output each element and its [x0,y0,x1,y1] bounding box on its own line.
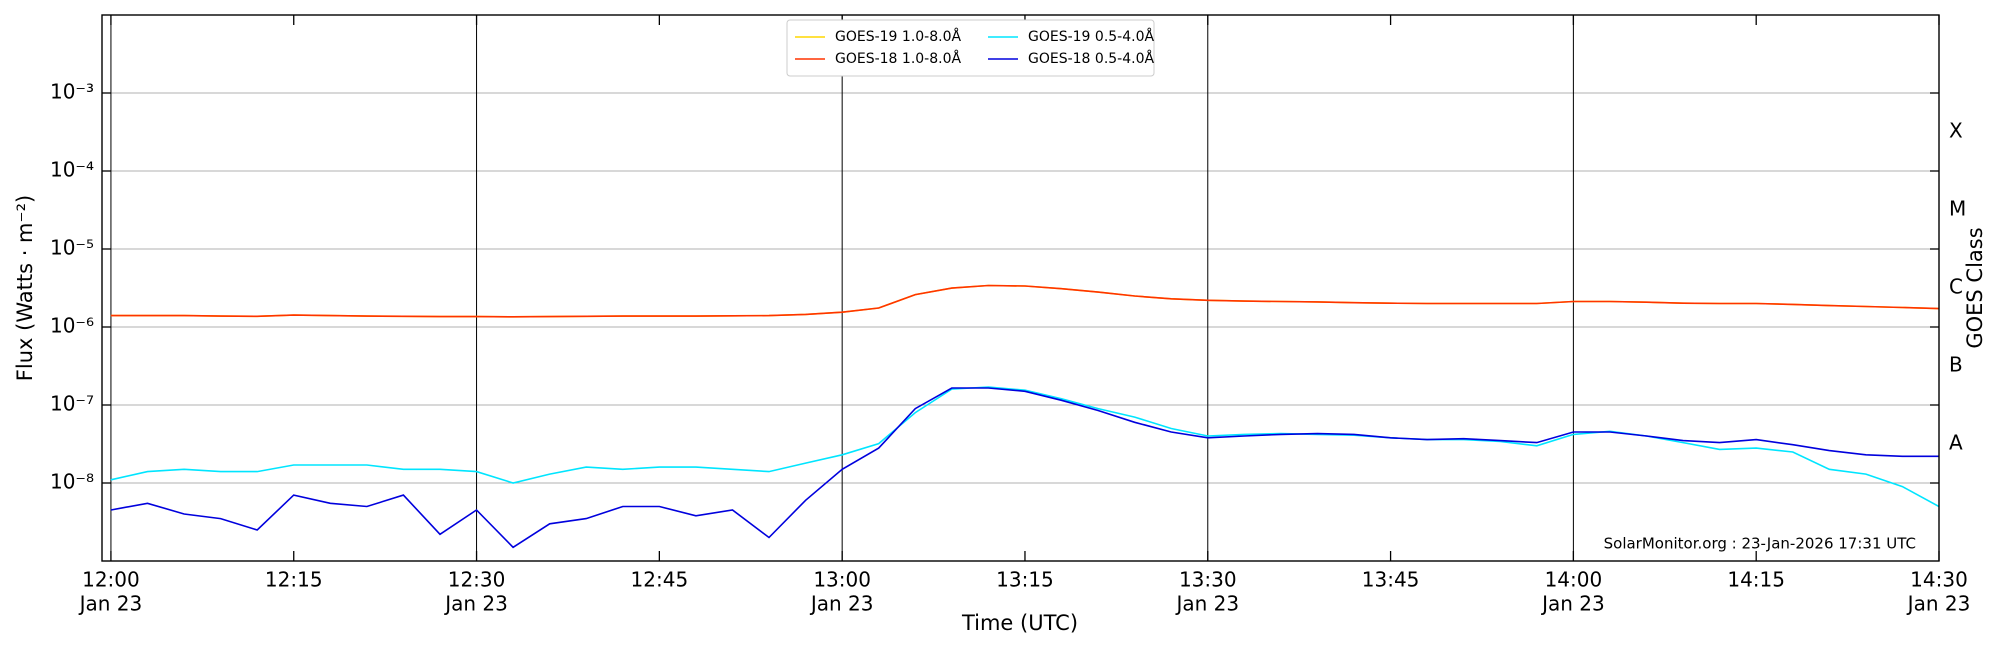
x-tick-label: 12:45 [631,568,689,592]
y2-tick-label: C [1949,275,1963,299]
y-tick-label: 10⁻³ [50,80,94,104]
x-tick-label: 12:00 [82,568,140,592]
x-tick-sublabel: Jan 23 [78,592,143,616]
x-tick-label: 14:00 [1545,568,1603,592]
legend-label: GOES-19 1.0-8.0Å [835,28,961,45]
x-tick-label: 13:45 [1362,568,1420,592]
x-tick-sublabel: Jan 23 [1540,592,1605,616]
legend-label: GOES-18 1.0-8.0Å [835,50,961,67]
y-tick-label: 10⁻⁵ [50,236,94,260]
legend-box [786,19,1155,77]
y-tick-label: 10⁻⁴ [50,158,94,182]
x-tick-label: 12:15 [265,568,323,592]
legend-label: GOES-19 0.5-4.0Å [1028,28,1154,45]
annotation: SolarMonitor.org : 23-Jan-2026 17:31 UTC [1604,535,1916,553]
y2-tick-label: M [1949,197,1966,221]
x-axis-label: Time (UTC) [961,611,1078,635]
x-tick-sublabel: Jan 23 [1906,592,1971,616]
x-tick-sublabel: Jan 23 [809,592,874,616]
y-tick-label: 10⁻⁸ [50,470,94,494]
x-tick-label: 12:30 [448,568,506,592]
x-tick-label: 13:15 [996,568,1054,592]
y2-axis-label: GOES Class [1963,227,1987,348]
series-line [110,284,1939,318]
y2-tick-label: X [1949,119,1963,143]
series-line [110,387,1939,549]
y2-tick-label: B [1949,353,1963,377]
x-tick-label: 13:30 [1179,568,1237,592]
y2-tick-label: A [1949,431,1963,455]
x-tick-sublabel: Jan 23 [443,592,508,616]
legend-label: GOES-18 0.5-4.0Å [1028,50,1154,67]
y-axis-label: Flux (Watts · m⁻²) [13,195,37,381]
x-tick-label: 14:30 [1910,568,1968,592]
x-tick-sublabel: Jan 23 [1174,592,1239,616]
x-tick-label: 13:00 [813,568,871,592]
plot-frame [101,14,1940,562]
y-tick-label: 10⁻⁶ [50,314,94,338]
series-line [110,284,1939,318]
y-tick-label: 10⁻⁷ [50,392,94,416]
x-tick-label: 14:15 [1727,568,1785,592]
